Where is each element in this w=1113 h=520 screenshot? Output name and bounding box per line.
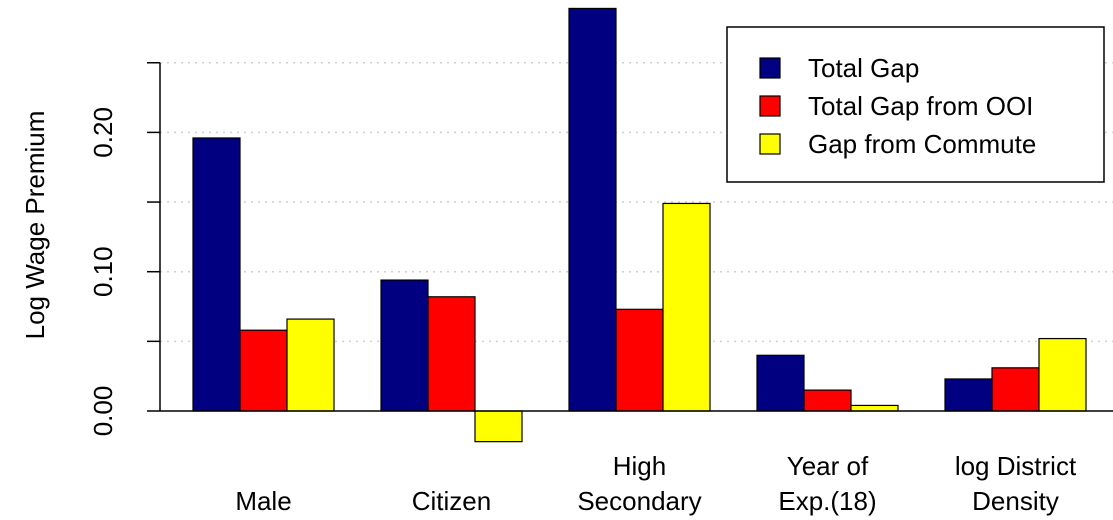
category-labels: Male Citizen High Secondary Year of Exp.(18) l… (235, 451, 1077, 516)
bar (615, 308, 664, 412)
legend-label: Total Gap (808, 53, 919, 83)
bar (850, 404, 899, 412)
bar (474, 410, 523, 443)
legend-swatch (759, 57, 781, 79)
y-tick-label: 0.00 (88, 386, 118, 437)
legend-label: Gap from Commute (808, 129, 1036, 159)
y-axis-title: Log Wage Premium (20, 111, 50, 340)
y-tick-label: 0.20 (88, 107, 118, 158)
bar (286, 318, 335, 412)
bar (991, 367, 1040, 412)
legend-box (726, 26, 1105, 183)
legend-label: Total Gap from OOI (808, 91, 1033, 121)
bar (380, 279, 429, 412)
legend-swatch (759, 95, 781, 117)
bar (756, 354, 805, 412)
category-label: Citizen (412, 486, 491, 516)
legend-swatch (759, 133, 781, 155)
category-label: High Secondary (577, 451, 701, 516)
y-axis: 0.00 0.10 0.20 (88, 62, 1113, 437)
category-label: Male (235, 486, 291, 516)
legend: Total Gap Total Gap from OOI Gap from Comm… (726, 26, 1105, 183)
bar (1038, 337, 1087, 412)
bar (427, 296, 476, 412)
bar (803, 389, 852, 412)
y-tick-label: 0.10 (88, 246, 118, 297)
bar (662, 202, 711, 412)
bar (192, 137, 241, 412)
bar (239, 329, 288, 412)
bar (944, 378, 993, 412)
bar (568, 7, 617, 412)
category-label: Year of Exp.(18) (778, 451, 876, 516)
category-label: log District Density (955, 451, 1077, 516)
bars (192, 7, 1087, 443)
